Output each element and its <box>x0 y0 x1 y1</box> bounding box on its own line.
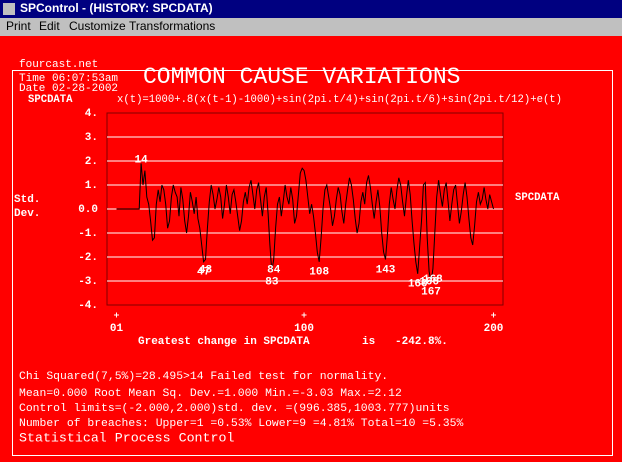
canvas-area <box>0 36 622 462</box>
series-label: SPCDATA <box>28 94 73 106</box>
y-tick-label: 0.0 <box>78 204 98 216</box>
y-tick-label: 1. <box>85 180 98 192</box>
y-axis-label: Std. <box>14 194 40 206</box>
point-label: 47 <box>197 267 210 279</box>
time: Time 06:07:53am <box>19 73 118 85</box>
menu-item[interactable]: Edit <box>39 19 60 33</box>
point-label: 84 <box>267 264 281 276</box>
formula: x(t)=1000+.8(x(t-1)-1000)+sin(2pi.t/4)+s… <box>117 94 562 106</box>
point-label: 48 <box>199 264 213 276</box>
y-tick-label: 4. <box>85 108 98 120</box>
y-tick-label: -2. <box>78 252 98 264</box>
point-label: 168 <box>423 274 443 286</box>
y-tick-label: 3. <box>85 132 98 144</box>
greatest-change: Greatest change in SPCDATA <box>138 336 310 348</box>
x-tick-label: 01 <box>110 323 124 335</box>
date: Date 02-28-2002 <box>19 83 118 95</box>
point-label: 160 <box>408 279 428 291</box>
y-tick-label: 2. <box>85 156 98 168</box>
point-label: 14 <box>135 154 149 166</box>
summary-line: Mean=0.000 Root Mean Sq. Dev.=1.000 Min.… <box>19 388 402 400</box>
menu-bar <box>0 18 622 36</box>
y-tick-label: -1. <box>78 228 98 240</box>
menu-item[interactable]: Customize <box>69 19 126 33</box>
point-label: 108 <box>309 267 329 279</box>
app-icon <box>3 3 15 15</box>
x-tick-label: 100 <box>294 323 314 335</box>
summary-line: Chi Squared(7,5%)=28.495>14 Failed test … <box>19 371 388 383</box>
window-title: SPControl - (HISTORY: SPCDATA) <box>20 1 213 15</box>
y-axis-label: Dev. <box>14 208 40 220</box>
greatest-change-value: is -242.8%. <box>362 336 448 348</box>
main-title: COMMON CAUSE VARIATIONS <box>143 64 460 90</box>
menu-item[interactable]: Transformations <box>129 19 215 33</box>
point-label: 83 <box>265 276 279 288</box>
y-tick-label: -4. <box>78 300 98 312</box>
border <box>12 70 613 456</box>
site: fourcast.net <box>19 59 98 71</box>
footer: Statistical Process Control <box>19 431 234 446</box>
summary-line: Number of breaches: Upper=1 =0.53% Lower… <box>19 418 463 430</box>
point-label: 167 <box>421 287 441 299</box>
summary-line: Control limits=(-2.000,2.000)std. dev. =… <box>19 403 450 415</box>
legend-entry: SPCDATA <box>515 192 560 204</box>
point-label: 143 <box>376 264 396 276</box>
y-tick-label: -3. <box>78 276 98 288</box>
title-bar <box>0 0 622 18</box>
data-line <box>116 163 494 282</box>
x-tick-label: 200 <box>484 323 504 335</box>
menu-item[interactable]: Print <box>6 19 31 33</box>
point-label: 166 <box>419 276 439 288</box>
